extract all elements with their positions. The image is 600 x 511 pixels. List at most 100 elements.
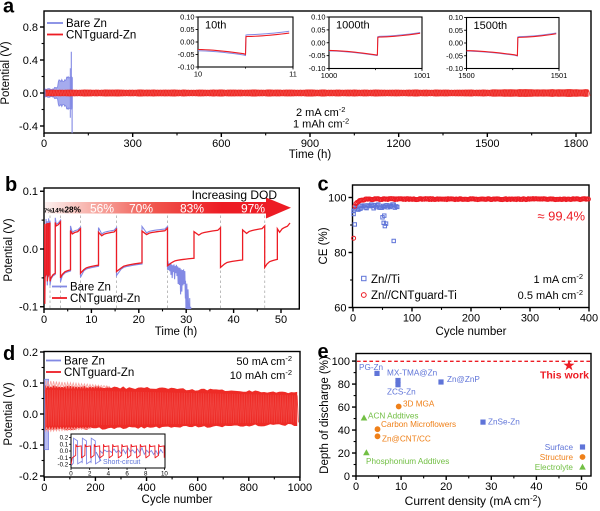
svg-text:CNTguard-Zn: CNTguard-Zn	[70, 293, 140, 305]
svg-text:400: 400	[580, 313, 598, 325]
svg-text:0.10: 0.10	[311, 13, 325, 22]
svg-text:Time (h): Time (h)	[289, 149, 332, 161]
svg-text:100: 100	[332, 356, 350, 368]
svg-text:0: 0	[41, 138, 47, 150]
svg-text:1 mAh cm-2: 1 mAh cm-2	[293, 117, 349, 131]
svg-text:200: 200	[462, 313, 480, 325]
svg-text:0.0: 0.0	[23, 88, 38, 100]
svg-text:≈ 99.4%: ≈ 99.4%	[537, 209, 585, 224]
svg-text:900: 900	[301, 138, 319, 150]
svg-text:Zn@ZnP: Zn@ZnP	[447, 375, 480, 384]
svg-text:40: 40	[227, 314, 239, 326]
svg-text:7%: 7%	[44, 208, 52, 214]
svg-text:0: 0	[41, 482, 47, 494]
svg-text:MX-TMA@Zn: MX-TMA@Zn	[387, 369, 438, 378]
svg-text:80: 80	[334, 247, 346, 259]
svg-text:1500: 1500	[475, 138, 499, 150]
svg-text:-0.1: -0.1	[19, 302, 38, 314]
svg-text:Depth of discharge (%): Depth of discharge (%)	[319, 356, 331, 474]
svg-text:0.10: 0.10	[180, 13, 194, 22]
svg-text:600: 600	[212, 138, 230, 150]
svg-text:40: 40	[530, 481, 542, 493]
svg-text:60: 60	[334, 302, 346, 314]
svg-text:0.10: 0.10	[449, 13, 463, 22]
svg-text:Potential (V): Potential (V)	[3, 218, 15, 281]
svg-text:30: 30	[485, 481, 497, 493]
svg-text:Phosphonium Addtives: Phosphonium Addtives	[366, 457, 449, 466]
svg-text:Bare Zn: Bare Zn	[66, 18, 107, 30]
svg-text:300: 300	[521, 313, 539, 325]
svg-text:0.1: 0.1	[23, 186, 38, 198]
svg-text:10: 10	[194, 70, 202, 79]
svg-text:0.00: 0.00	[311, 38, 325, 47]
svg-text:10: 10	[85, 314, 97, 326]
svg-text:Zn//Ti: Zn//Ti	[371, 274, 400, 286]
svg-text:Current density (mA cm-2): Current density (mA cm-2)	[405, 494, 542, 508]
svg-text:Cycle number: Cycle number	[436, 326, 507, 338]
svg-text:CNTguard-Zn: CNTguard-Zn	[64, 367, 134, 379]
svg-text:Time (h): Time (h)	[155, 326, 198, 338]
svg-text:Potential (V): Potential (V)	[3, 382, 15, 445]
svg-text:c: c	[318, 174, 329, 196]
svg-text:0.00: 0.00	[180, 38, 194, 47]
svg-text:a: a	[3, 0, 15, 18]
svg-text:83%: 83%	[180, 201, 204, 215]
svg-text:400: 400	[137, 482, 155, 494]
svg-text:0.1: 0.1	[23, 378, 38, 390]
svg-text:Cycle number: Cycle number	[142, 494, 213, 506]
svg-text:0.0: 0.0	[60, 448, 69, 455]
svg-text:1200: 1200	[386, 138, 410, 150]
svg-text:0.8: 0.8	[23, 22, 38, 34]
svg-text:-0.4: -0.4	[19, 121, 38, 133]
svg-text:-0.1: -0.1	[19, 440, 38, 452]
svg-text:10 mAh cm-2: 10 mAh cm-2	[230, 368, 292, 382]
svg-text:0: 0	[350, 313, 356, 325]
svg-text:0.0: 0.0	[23, 409, 38, 421]
svg-text:0.2: 0.2	[23, 347, 38, 359]
svg-text:20: 20	[338, 448, 350, 460]
svg-text:0.5 mAh cm-2: 0.5 mAh cm-2	[518, 288, 583, 302]
svg-text:80: 80	[338, 379, 350, 391]
svg-text:11: 11	[289, 70, 297, 79]
svg-text:30: 30	[180, 314, 192, 326]
svg-text:20: 20	[133, 314, 145, 326]
svg-text:Zn@CNT/CC: Zn@CNT/CC	[382, 435, 431, 444]
svg-text:ACN Addtives: ACN Addtives	[368, 412, 419, 421]
svg-text:Increasing DOD: Increasing DOD	[192, 188, 278, 202]
svg-text:100: 100	[328, 192, 346, 204]
svg-text:1000th: 1000th	[336, 20, 370, 32]
svg-text:100: 100	[403, 313, 421, 325]
svg-text:50: 50	[275, 314, 287, 326]
svg-text:ZCS-Zn: ZCS-Zn	[387, 388, 416, 397]
svg-text:4: 4	[107, 471, 111, 478]
svg-text:0.00: 0.00	[449, 39, 463, 48]
svg-text:1001: 1001	[414, 71, 430, 80]
svg-text:ZnSe-Zn: ZnSe-Zn	[488, 418, 520, 427]
svg-text:0: 0	[41, 314, 47, 326]
svg-text:6: 6	[125, 471, 129, 478]
svg-text:600: 600	[188, 482, 206, 494]
svg-text:300: 300	[123, 138, 141, 150]
svg-text:0: 0	[69, 471, 73, 478]
svg-text:1500th: 1500th	[474, 20, 508, 32]
svg-text:0.1: 0.1	[60, 441, 69, 448]
svg-text:Short-circuit: Short-circuit	[103, 459, 140, 466]
svg-text:0.4: 0.4	[23, 55, 38, 67]
svg-text:Electrolyte: Electrolyte	[535, 463, 574, 472]
svg-text:0.05: 0.05	[180, 25, 194, 34]
svg-text:50 mA cm-2: 50 mA cm-2	[236, 354, 292, 368]
svg-text:0.05: 0.05	[449, 26, 463, 35]
svg-text:2 mA cm-2: 2 mA cm-2	[296, 105, 345, 119]
svg-text:-0.1: -0.1	[58, 455, 69, 462]
svg-text:40: 40	[338, 425, 350, 437]
svg-text:This work: This work	[540, 370, 589, 382]
svg-text:1000: 1000	[288, 482, 312, 494]
svg-text:1501: 1501	[551, 71, 567, 80]
svg-text:-0.10: -0.10	[446, 64, 463, 73]
svg-text:14%: 14%	[51, 207, 64, 214]
svg-text:e: e	[318, 341, 329, 363]
svg-text:28%: 28%	[65, 205, 82, 214]
svg-text:Carbon Microflowers: Carbon Microflowers	[381, 420, 456, 429]
svg-text:Structure: Structure	[540, 453, 574, 462]
svg-text:0.05: 0.05	[311, 25, 325, 34]
